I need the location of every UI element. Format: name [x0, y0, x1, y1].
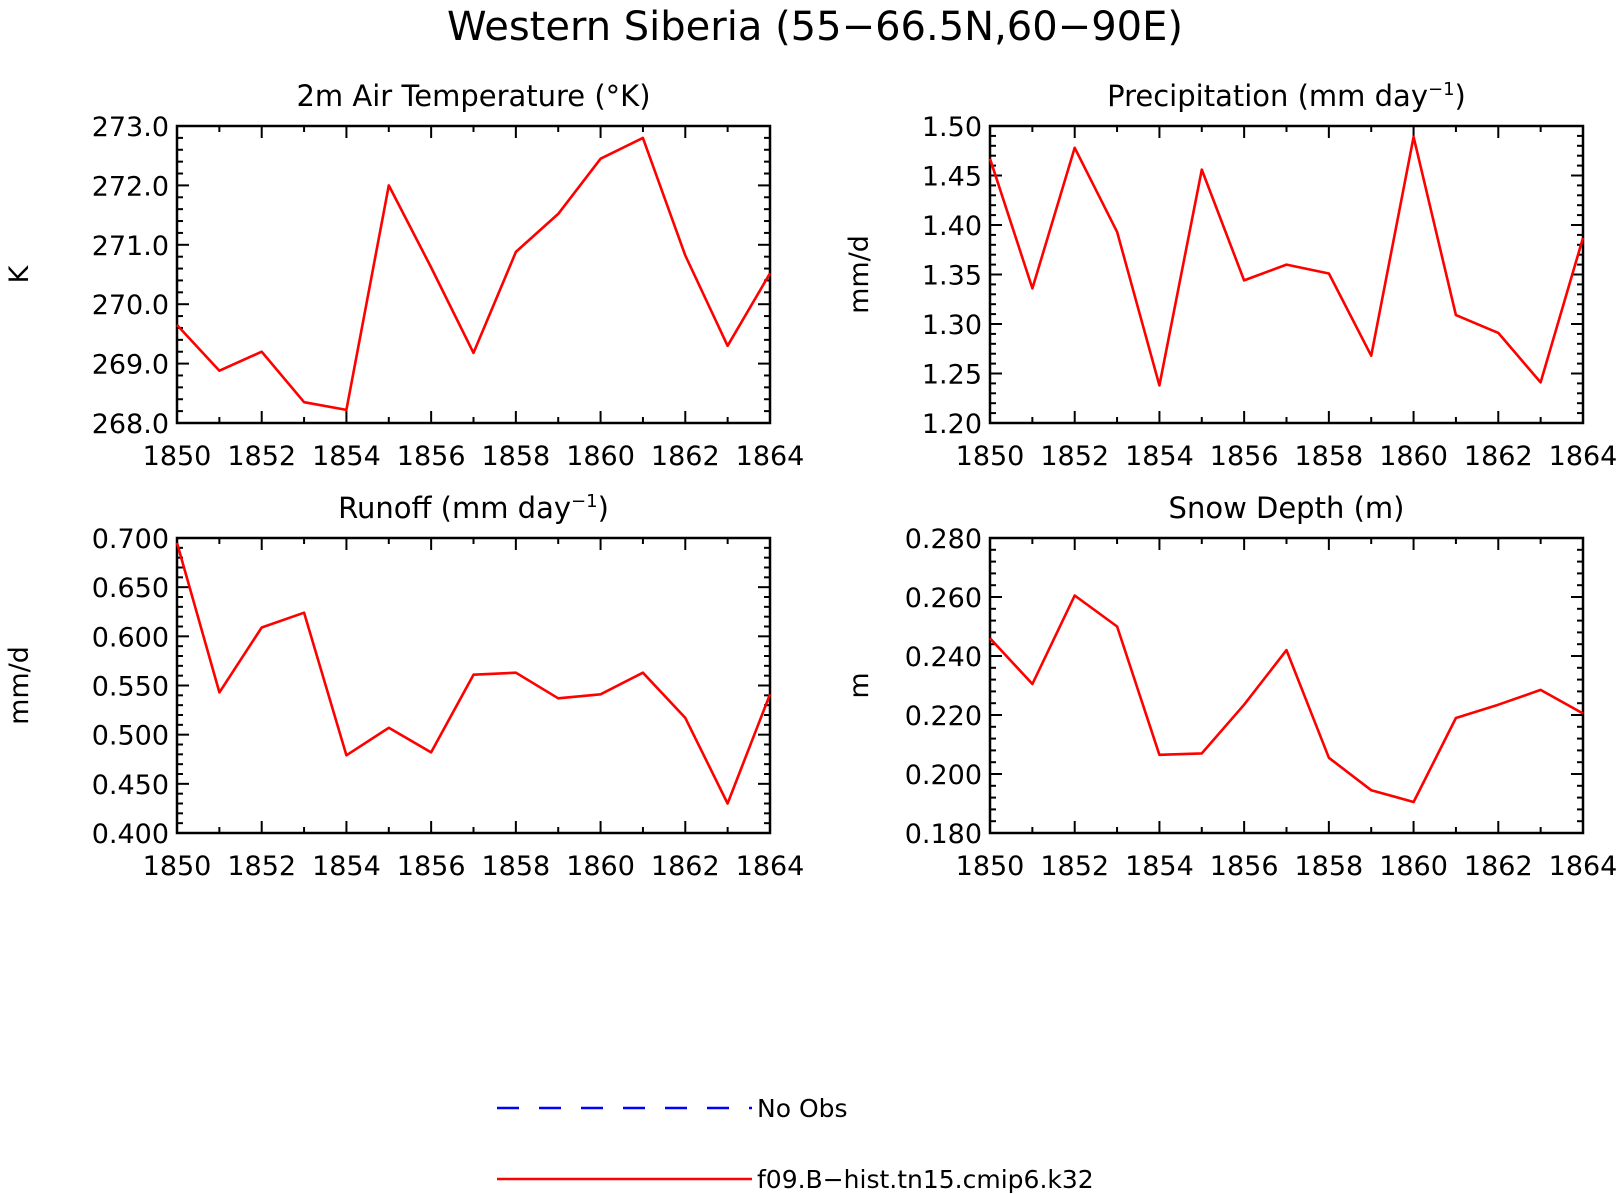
- y-tick-label: 0.650: [92, 573, 169, 604]
- y-axis-label: mm/d: [4, 646, 35, 725]
- x-tick-label: 1864: [736, 851, 805, 882]
- x-tick-label: 1850: [956, 851, 1025, 882]
- panel-precipitation: 1850 1852 1854 1856 1858 1860 1862 1864 1.20 1.25…: [844, 79, 1617, 472]
- x-tick-label: 1858: [481, 851, 550, 882]
- x-tick-label: 1854: [1125, 441, 1194, 472]
- y-tick-label: 1.20: [922, 409, 982, 440]
- y-tick-label: 1.40: [922, 211, 982, 242]
- y-tick-label: 0.550: [92, 672, 169, 703]
- x-tick-label: 1862: [651, 851, 720, 882]
- y-tick-label: 0.280: [905, 524, 982, 555]
- series-line-runoff: [175, 542, 772, 805]
- y-tick-label: 0.500: [92, 721, 169, 752]
- panel-runoff: 1850 1852 1854 1856 1858 1860 1862 1864 0.400 0.4…: [4, 491, 804, 882]
- panels: 1850 1852 1854 1856 1858 1860 1862 1864 268.0 269…: [4, 79, 1617, 882]
- y-tick-label: 0.700: [92, 524, 169, 555]
- panel-title: Snow Depth (m): [1169, 491, 1405, 525]
- x-tick-label: 1850: [956, 441, 1025, 472]
- x-tick-label: 1852: [1040, 441, 1109, 472]
- y-axis-label: K: [4, 264, 35, 283]
- panel-title: Runoff (mm day−1): [338, 491, 609, 525]
- panel-snow-depth: 1850 1852 1854 1856 1858 1860 1862 1864 0.180 0.2…: [844, 491, 1617, 882]
- y-axis-label: mm/d: [844, 235, 875, 314]
- x-tick-label: 1852: [1040, 851, 1109, 882]
- y-tick-label: 0.260: [905, 583, 982, 614]
- y-tick-label: 0.450: [92, 770, 169, 801]
- y-tick-label: 0.180: [905, 819, 982, 850]
- y-tick-label: 270.0: [92, 290, 169, 321]
- x-tick-label: 1858: [1294, 441, 1363, 472]
- plot-frame: [175, 536, 772, 835]
- x-tick-label: 1858: [481, 441, 550, 472]
- x-tick-label: 1864: [1549, 441, 1618, 472]
- y-axis-label: m: [844, 672, 875, 698]
- x-tick-label: 1852: [227, 441, 296, 472]
- x-tick-label: 1862: [1464, 851, 1533, 882]
- legend: No Obs f09.B−hist.tn15.cmip6.k32: [497, 1094, 1094, 1194]
- x-tick-label: 1852: [227, 851, 296, 882]
- x-tick-label: 1860: [566, 441, 635, 472]
- y-tick-label: 271.0: [92, 231, 169, 262]
- y-tick-label: 0.240: [905, 642, 982, 673]
- x-tick-label: 1856: [397, 851, 466, 882]
- series-line-precipitation: [988, 135, 1585, 387]
- y-tick-label: 272.0: [92, 171, 169, 202]
- y-tick-label: 1.35: [922, 261, 982, 292]
- x-tick-label: 1856: [1210, 851, 1279, 882]
- plot-frame: [988, 124, 1585, 425]
- plot-frame: [988, 536, 1585, 835]
- x-tick-label: 1860: [1379, 851, 1448, 882]
- series-line-snow-depth: [989, 594, 1584, 804]
- x-tick-label: 1862: [651, 441, 720, 472]
- x-tick-label: 1856: [397, 441, 466, 472]
- x-tick-label: 1864: [736, 441, 805, 472]
- y-tick-label: 0.600: [92, 622, 169, 653]
- y-tick-label: 1.50: [922, 112, 982, 143]
- y-tick-label: 1.25: [922, 360, 982, 391]
- y-tick-label: 1.45: [922, 162, 982, 193]
- x-tick-label: 1862: [1464, 441, 1533, 472]
- y-tick-label: 273.0: [92, 112, 169, 143]
- x-tick-label: 1860: [566, 851, 635, 882]
- plot-frame: [175, 124, 772, 425]
- y-tick-label: 0.200: [905, 760, 982, 791]
- y-tick-label: 0.400: [92, 819, 169, 850]
- panel-air-temperature: 1850 1852 1854 1856 1858 1860 1862 1864 268.0 269…: [4, 79, 804, 472]
- y-tick-label: 269.0: [92, 350, 169, 381]
- x-tick-label: 1856: [1210, 441, 1279, 472]
- x-tick-label: 1854: [1125, 851, 1194, 882]
- legend-label-model: f09.B−hist.tn15.cmip6.k32: [757, 1165, 1094, 1194]
- x-tick-label: 1860: [1379, 441, 1448, 472]
- x-tick-label: 1864: [1549, 851, 1618, 882]
- y-tick-label: 1.30: [922, 310, 982, 341]
- x-tick-label: 1854: [312, 441, 381, 472]
- x-tick-label: 1858: [1294, 851, 1363, 882]
- x-tick-label: 1854: [312, 851, 381, 882]
- figure-title: Western Siberia (55−66.5N,60−90E): [447, 4, 1183, 50]
- y-tick-label: 268.0: [92, 409, 169, 440]
- x-tick-label: 1850: [143, 851, 212, 882]
- legend-label-no-obs: No Obs: [757, 1094, 848, 1123]
- panel-title: 2m Air Temperature (°K): [296, 79, 650, 113]
- series-line-air-temperature: [176, 136, 772, 412]
- panel-title: Precipitation (mm day−1): [1107, 79, 1466, 113]
- y-tick-label: 0.220: [905, 701, 982, 732]
- x-tick-label: 1850: [143, 441, 212, 472]
